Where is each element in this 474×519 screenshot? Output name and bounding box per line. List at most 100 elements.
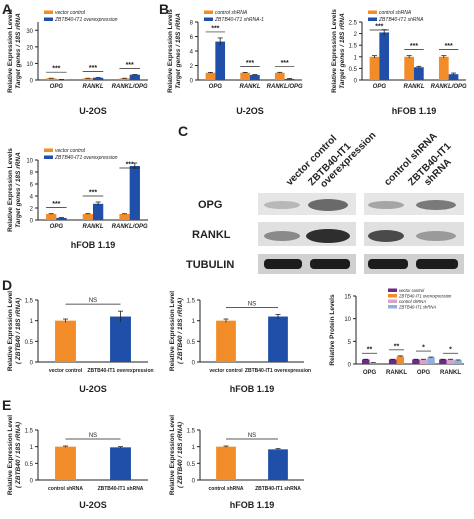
western-blot: vector control ZBTB40-IT1 overexpression… xyxy=(186,130,464,274)
sig-label: *** xyxy=(89,65,97,72)
x-tick-label: ZBTB40-IT1 shRNA xyxy=(98,486,144,492)
legend-swatch xyxy=(44,155,53,159)
legend-entry: vector control xyxy=(55,148,86,154)
y-tick-label: 0.5 xyxy=(187,462,196,468)
y-axis-label: ( ZBTB40 / 18S rRNA) xyxy=(15,298,22,364)
y-axis-label: Relative Expression Level xyxy=(7,291,14,371)
y-tick-label: 10 xyxy=(26,62,33,68)
bar xyxy=(110,447,131,480)
bar xyxy=(448,74,459,80)
bar xyxy=(55,320,76,362)
x-tick-label: OPG xyxy=(50,84,64,90)
band-opg-sh xyxy=(416,200,456,210)
bar xyxy=(215,41,226,80)
y-tick-label: 0.5 xyxy=(25,462,34,468)
y-tick-label: 2 xyxy=(354,32,358,38)
y-tick-label: 0 xyxy=(30,479,34,485)
chart-d2: 0 0.5 1 1.5 Relative Expression Level( ZBTB4… xyxy=(169,291,311,394)
sig-label: * xyxy=(449,347,452,354)
band-tub-vec xyxy=(264,259,302,269)
x-tick-label: RANKL/OPG xyxy=(112,224,148,230)
legend-entry: control shRNA xyxy=(379,10,412,16)
y-tick-label: 0 xyxy=(30,219,34,225)
y-axis-label: ( ZBTB40 / 18S rRNA) xyxy=(177,298,184,364)
blot-row-opg: OPG xyxy=(198,199,222,211)
bar xyxy=(396,356,405,364)
legend-entry: ZBTB40-IT1 overexpression xyxy=(54,155,118,161)
y-axis-label: Relative Expression Level xyxy=(169,415,176,495)
bar xyxy=(55,446,76,480)
y-axis-label: ( ZBTB40 / 18S rRNA) xyxy=(177,422,184,488)
sig-label: *** xyxy=(445,43,453,50)
legend-entry: ZBTB40-IT1 shRNA xyxy=(378,17,424,23)
band-opg-vec xyxy=(264,201,300,209)
x-tick-label: control shRNA xyxy=(48,486,83,492)
y-tick-label: 1.5 xyxy=(25,299,34,305)
y-axis-label: Target genes / 18S rRNA xyxy=(15,152,22,228)
x-tick-label: control shRNA xyxy=(209,486,244,492)
y-axis-label: Target genes / 18S rRNA xyxy=(175,13,182,89)
y-tick-label: 6 xyxy=(30,183,34,189)
y-tick-label: 1 xyxy=(30,319,34,325)
y-tick-label: 2 xyxy=(30,207,34,213)
legend-swatch xyxy=(204,17,213,21)
y-axis-label: Target genes / 18S rRNA xyxy=(339,13,346,89)
band-tub-oe xyxy=(310,259,350,269)
bar xyxy=(82,78,93,80)
y-tick-label: 0 xyxy=(30,361,34,367)
chart-title: hFOB 1.19 xyxy=(71,240,116,250)
bar xyxy=(82,214,93,220)
bar xyxy=(379,32,390,80)
chart-title: hFOB 1.19 xyxy=(230,500,275,510)
y-tick-label: 0 xyxy=(354,79,358,85)
y-tick-label: 10 xyxy=(26,159,33,165)
legend-entry: vector control xyxy=(399,288,425,293)
band-rankl-oe xyxy=(306,229,350,243)
x-tick-label: RANKL xyxy=(404,84,425,90)
chart-title: U-2OS xyxy=(79,106,107,116)
bar xyxy=(93,203,104,220)
bar xyxy=(284,78,295,80)
y-tick-label: 1.5 xyxy=(25,429,34,435)
y-axis-label: Relative Expression Level xyxy=(169,291,176,371)
bar xyxy=(119,214,130,220)
y-tick-label: 1 xyxy=(192,445,196,451)
y-axis-label: Relative Expression Levels xyxy=(7,9,14,93)
sig-label: ** xyxy=(367,347,373,354)
bar xyxy=(439,359,447,364)
sig-label: *** xyxy=(52,201,60,208)
sig-label: NS xyxy=(248,433,256,439)
sig-label: ** xyxy=(394,343,400,350)
bar xyxy=(361,359,370,364)
y-tick-label: 20 xyxy=(26,45,33,51)
y-tick-label: 0 xyxy=(190,79,194,85)
sig-label: NS xyxy=(89,433,97,439)
band-opg-oe xyxy=(308,199,348,211)
chart-a2: 0 2 4 6 8 10 Relative Expression Levels Target … xyxy=(7,148,148,250)
bar xyxy=(414,67,424,80)
x-tick-label: RANKL xyxy=(83,84,104,90)
bar xyxy=(268,316,288,362)
y-axis-label: Relative Protein Levels xyxy=(329,294,336,366)
bar xyxy=(427,357,435,364)
y-tick-label: 0.5 xyxy=(25,340,34,346)
chart-d1: 0 0.5 1 1.5 Relative Expression Level( ZBTB4… xyxy=(7,291,154,394)
y-axis-label: ( ZBTB40 / 18S rRNA) xyxy=(15,422,22,488)
y-tick-label: 6 xyxy=(190,35,194,41)
bar xyxy=(446,359,455,364)
chart-title: U-2OS xyxy=(79,500,107,510)
bar xyxy=(240,72,250,80)
legend-swatch xyxy=(204,10,213,14)
x-tick-label: OPG xyxy=(363,370,377,376)
x-tick-label: OPG xyxy=(373,84,387,90)
y-tick-label: 5 xyxy=(348,340,352,346)
x-tick-label: ZBTB40-IT1 overexpression xyxy=(87,368,153,374)
sig-label: *** xyxy=(246,60,254,67)
chart-a1: 0 10 20 30 Relative Expression Levels Target … xyxy=(7,9,148,116)
y-axis-label: Relative Expression Levels xyxy=(7,148,14,232)
sig-label: *** xyxy=(126,62,134,69)
legend-entry: control shRNA xyxy=(215,10,248,16)
chart-title: U-2OS xyxy=(79,384,107,394)
y-tick-label: 1 xyxy=(192,319,196,325)
x-tick-label: vector control xyxy=(209,368,243,374)
